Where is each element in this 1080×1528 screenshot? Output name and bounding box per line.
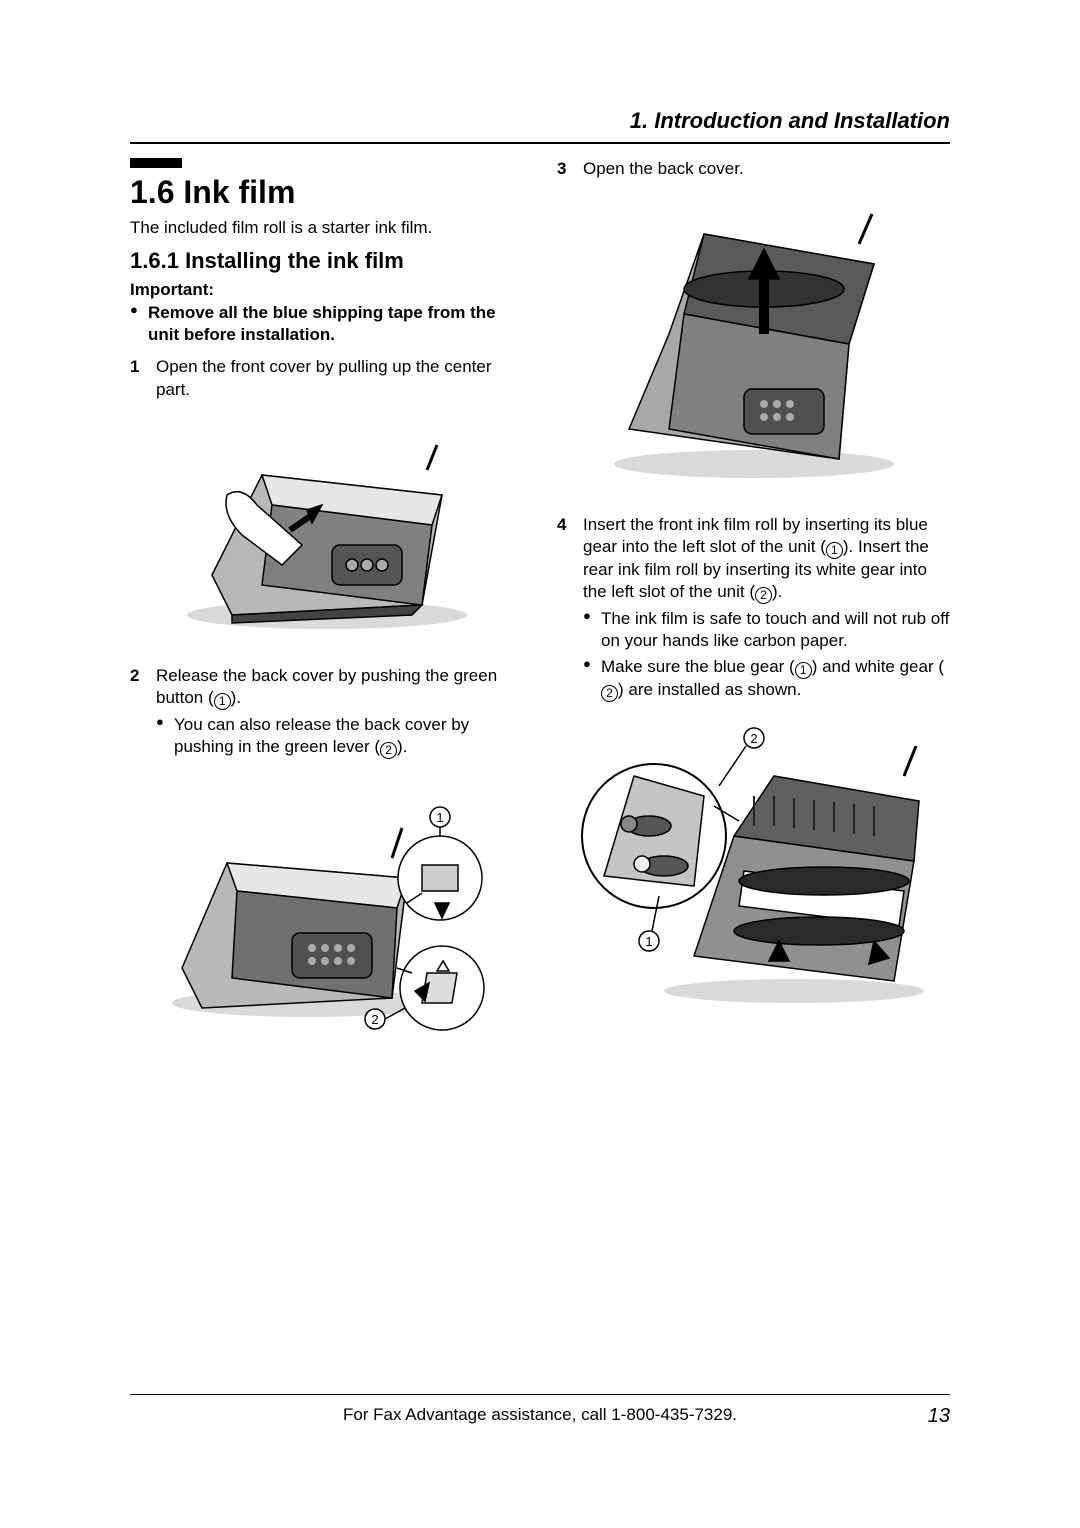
section-title: Ink film <box>183 174 295 210</box>
important-note: Remove all the blue shipping tape from t… <box>130 302 523 346</box>
step-text: Insert the front ink film roll by insert… <box>583 514 950 702</box>
fax-insert-film-illustration: 2 1 <box>574 716 934 1016</box>
subsection-title: Installing the ink film <box>185 248 404 273</box>
callout-label: 2 <box>371 1012 378 1027</box>
right-column: 3 Open the back cover. <box>557 158 950 1063</box>
fax-open-back-illustration <box>594 194 914 494</box>
callout-ref: 2 <box>601 685 618 702</box>
step-1: 1 Open the front cover by pulling up the… <box>130 356 523 400</box>
step-text: Open the back cover. <box>583 158 950 180</box>
subsection-number: 1.6.1 <box>130 248 179 273</box>
step-4: 4 Insert the front ink film roll by inse… <box>557 514 950 702</box>
footer-rule <box>130 1394 950 1395</box>
callout-ref: 2 <box>755 587 772 604</box>
callout-label: 2 <box>750 731 757 746</box>
callout-label: 1 <box>436 810 443 825</box>
footer-assist-text: For Fax Advantage assistance, call 1-800… <box>170 1405 910 1428</box>
step-number: 1 <box>130 356 146 400</box>
figure-1 <box>130 415 523 645</box>
callout-ref: 1 <box>826 542 843 559</box>
step-3: 3 Open the back cover. <box>557 158 950 180</box>
subsection-heading: 1.6.1 Installing the ink film <box>130 248 523 274</box>
section-marker <box>130 158 182 168</box>
header-rule <box>130 142 950 144</box>
manual-page: 1. Introduction and Installation 1.6 Ink… <box>130 108 950 1428</box>
page-number: 13 <box>910 1405 950 1428</box>
callout-ref: 1 <box>795 662 812 679</box>
step-text: Open the front cover by pulling up the c… <box>156 356 523 400</box>
section-intro: The included film roll is a starter ink … <box>130 217 523 238</box>
step-number: 4 <box>557 514 573 702</box>
figure-3 <box>557 194 950 494</box>
figure-4: 2 1 <box>557 716 950 1016</box>
step-text: Release the back cover by pushing the gr… <box>156 665 523 759</box>
step-sub-bullet: Make sure the blue gear (1) and white ge… <box>583 656 950 702</box>
step-sub-bullet: The ink film is safe to touch and will n… <box>583 608 950 652</box>
step-number: 3 <box>557 158 573 180</box>
section-number: 1.6 <box>130 174 174 210</box>
callout-ref: 1 <box>214 693 231 710</box>
callout-label: 1 <box>645 934 652 949</box>
left-column: 1.6 Ink film The included film roll is a… <box>130 158 523 1063</box>
fax-release-back-illustration: 1 2 <box>157 773 497 1043</box>
two-column-layout: 1.6 Ink film The included film roll is a… <box>130 158 950 1063</box>
step-number: 2 <box>130 665 146 759</box>
step-2: 2 Release the back cover by pushing the … <box>130 665 523 759</box>
figure-2: 1 2 <box>130 773 523 1043</box>
section-heading: 1.6 Ink film <box>130 174 523 211</box>
callout-ref: 2 <box>380 742 397 759</box>
chapter-header: 1. Introduction and Installation <box>130 108 950 142</box>
fax-open-front-illustration <box>172 415 482 645</box>
step-sub-bullet: You can also release the back cover by p… <box>156 714 523 759</box>
page-footer: For Fax Advantage assistance, call 1-800… <box>130 1394 950 1428</box>
important-label: Important: <box>130 280 523 300</box>
